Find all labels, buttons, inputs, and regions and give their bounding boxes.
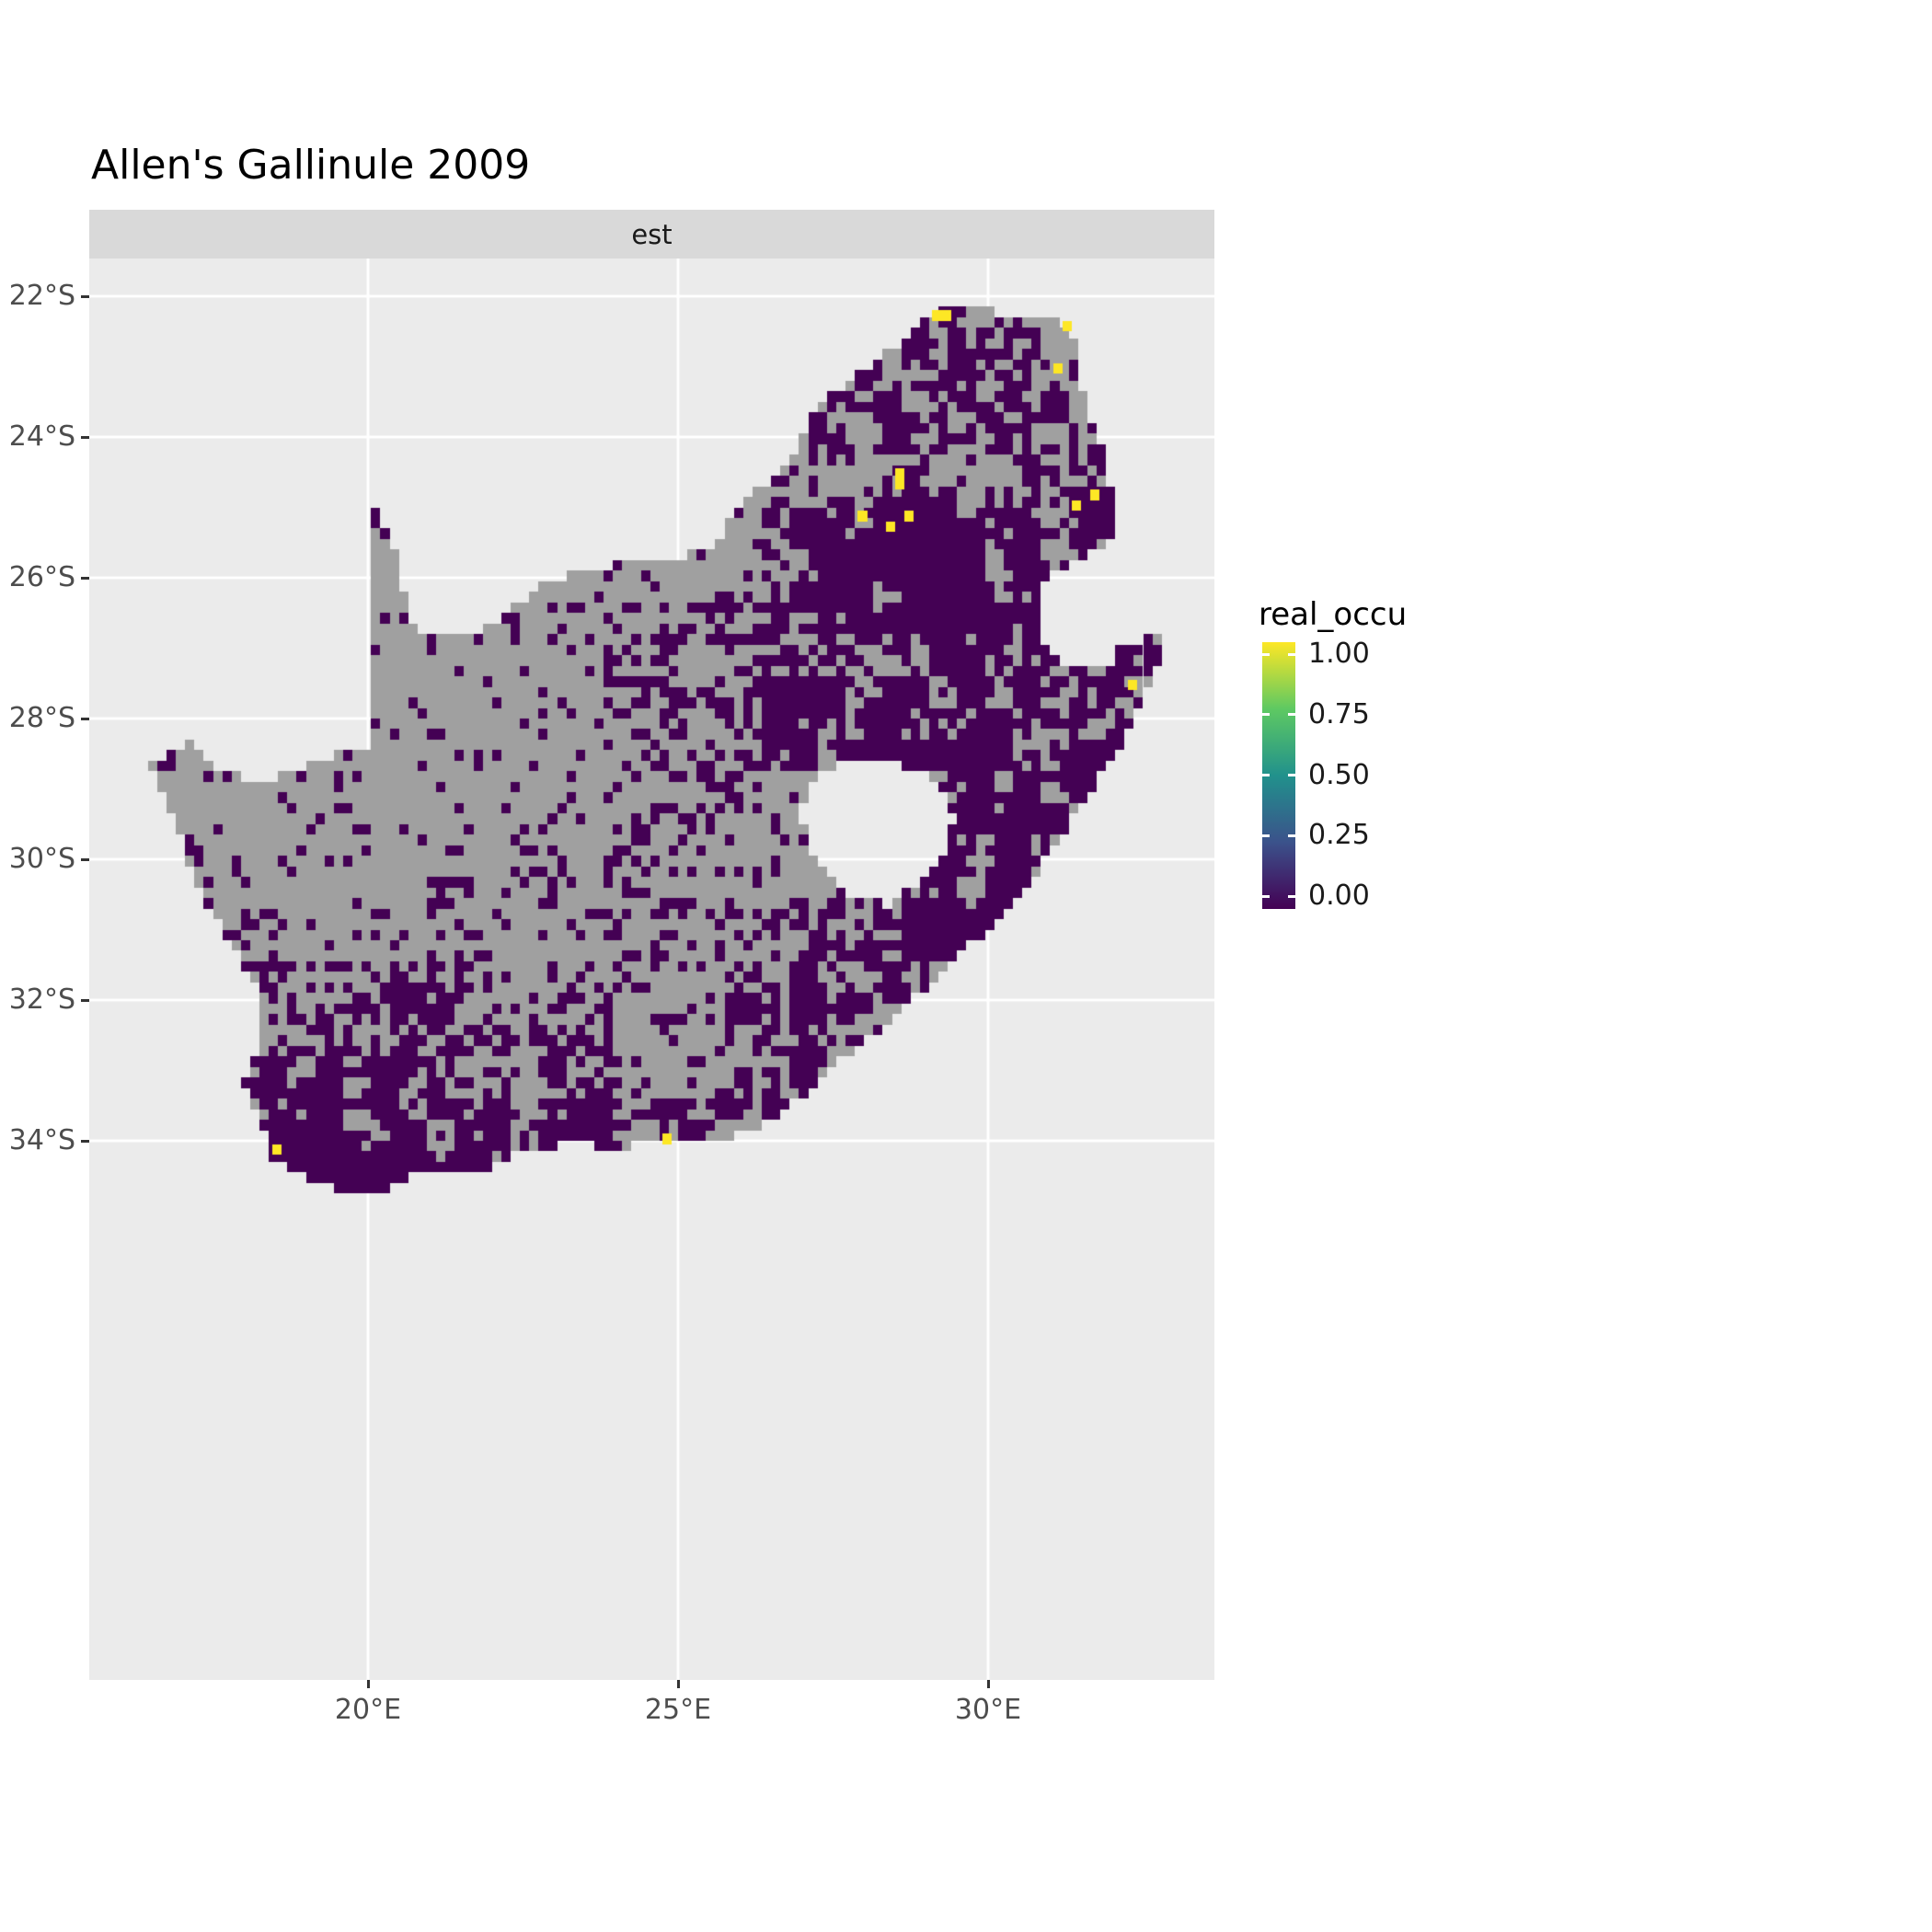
legend-colorbar-tick (1262, 834, 1270, 837)
y-axis-label: 24°S (8, 420, 75, 453)
legend-colorbar-tick (1288, 652, 1295, 656)
legend-value-label: 1.00 (1308, 638, 1370, 670)
legend-colorbar-tick (1262, 713, 1270, 717)
map-panel (89, 259, 1214, 1680)
y-axis-label: 26°S (8, 561, 75, 593)
x-axis-tick (986, 1680, 990, 1688)
legend-colorbar-tick (1288, 894, 1295, 898)
x-axis-label: 25°E (644, 1694, 712, 1726)
y-axis-tick (81, 1139, 89, 1143)
y-axis-tick (81, 576, 89, 580)
facet-strip: est (89, 210, 1214, 259)
y-axis-tick (81, 435, 89, 439)
legend-colorbar-tick (1262, 652, 1270, 656)
legend-colorbar-tick (1288, 774, 1295, 776)
legend-colorbar-tick (1288, 713, 1295, 717)
y-axis-label: 28°S (8, 702, 75, 734)
y-axis-label: 30°S (8, 843, 75, 875)
y-axis-label: 34°S (8, 1124, 75, 1156)
x-axis-tick (366, 1680, 370, 1688)
x-axis-tick (676, 1680, 680, 1688)
legend-value-label: 0.25 (1308, 819, 1370, 852)
facet-strip-label: est (631, 218, 673, 250)
legend-colorbar-tick (1262, 774, 1270, 776)
y-axis-tick (81, 294, 89, 298)
legend-title: real_occu (1259, 596, 1408, 633)
legend-value-label: 0.75 (1308, 697, 1370, 730)
y-axis-tick (81, 998, 89, 1002)
legend-value-label: 0.50 (1308, 758, 1370, 791)
plot-title: Allen's Gallinule 2009 (91, 142, 531, 189)
y-axis-label: 32°S (8, 983, 75, 1016)
legend-value-label: 0.00 (1308, 880, 1370, 912)
legend-colorbar-tick (1262, 894, 1270, 898)
y-axis-tick (81, 857, 89, 861)
legend: real_occu 1.00 0.75 0.50 0.25 0.00 (1257, 596, 1533, 983)
y-axis-tick (81, 717, 89, 720)
legend-colorbar-tick (1288, 834, 1295, 837)
x-axis-label: 30°E (954, 1694, 1022, 1726)
south-africa-occupancy-raster (89, 259, 1214, 1680)
y-axis-label: 22°S (8, 280, 75, 312)
x-axis-label: 20°E (334, 1694, 402, 1726)
